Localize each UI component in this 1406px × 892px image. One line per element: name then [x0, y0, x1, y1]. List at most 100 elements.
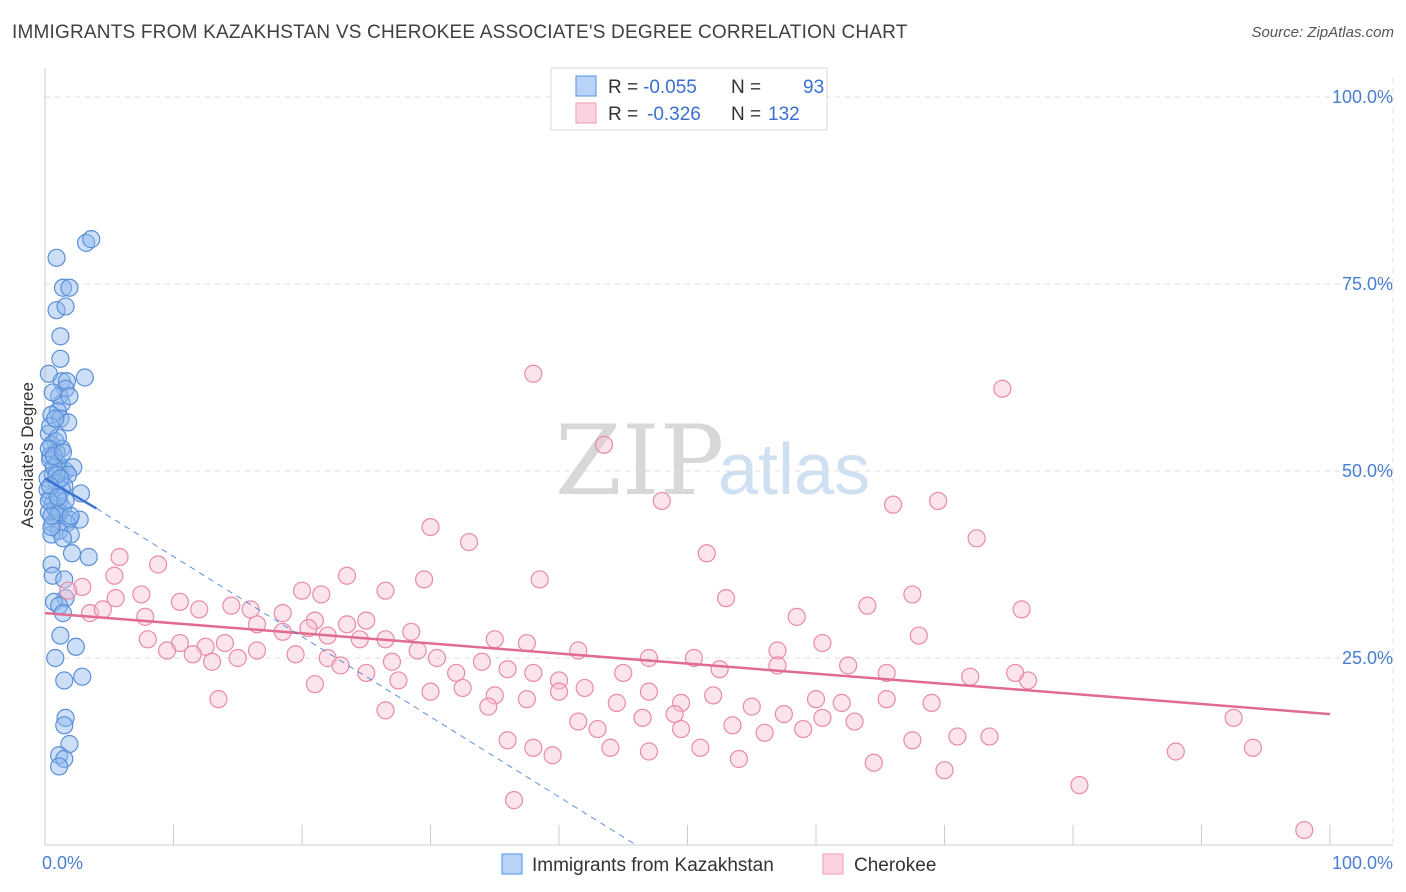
- cherokee-point: [813, 708, 832, 727]
- cherokee-point: [402, 622, 421, 641]
- cherokee-point: [222, 596, 241, 615]
- cherokee-point: [517, 690, 536, 709]
- cherokee-point: [485, 686, 504, 705]
- kazakhstan-point: [39, 491, 58, 511]
- cherokee-point: [357, 663, 376, 683]
- cherokee-point: [607, 693, 626, 712]
- cherokee-point: [376, 701, 395, 720]
- cherokee-point: [524, 663, 543, 683]
- cherokee-point: [729, 749, 749, 769]
- cherokee-point: [961, 667, 980, 686]
- cherokee-point: [228, 648, 247, 668]
- cherokee-point: [524, 738, 543, 757]
- cherokee-point: [839, 656, 858, 675]
- cherokee-point: [472, 652, 491, 671]
- cherokee-point: [414, 570, 434, 589]
- cherokee-point: [601, 738, 620, 757]
- cherokee-point: [575, 678, 594, 698]
- kazakhstan-point: [39, 424, 58, 443]
- watermark-zip: ZIP: [555, 405, 724, 517]
- kazakhstan-point: [43, 383, 62, 402]
- cherokee-point: [967, 529, 986, 548]
- cherokee-point: [1295, 820, 1314, 840]
- legend-swatch-cherokee: [575, 102, 597, 124]
- cherokee-trend-line: [44, 611, 1331, 716]
- cherokee-point: [639, 648, 659, 668]
- cherokee-point: [665, 704, 684, 724]
- cherokee-point: [614, 663, 633, 683]
- legend-n-label: N =: [731, 104, 761, 125]
- bottom-legend-label-cherokee: Cherokee: [854, 855, 936, 876]
- cherokee-point: [73, 577, 92, 597]
- cherokee-point: [504, 791, 524, 810]
- cherokee-point: [247, 641, 267, 660]
- legend-n-value: 93: [803, 77, 824, 98]
- cherokee-point: [1224, 708, 1243, 727]
- cherokee-point: [105, 566, 124, 585]
- cherokee-point: [794, 719, 813, 739]
- cherokee-point: [59, 581, 78, 600]
- y-tick-label: 75.0%: [1342, 274, 1393, 294]
- cherokee-point: [813, 633, 832, 653]
- kazakhstan-point: [51, 327, 70, 346]
- chart-source: Source: ZipAtlas.com: [1251, 24, 1394, 41]
- cherokee-point: [980, 727, 999, 746]
- kazakhstan-point: [47, 301, 66, 320]
- cherokee-point: [183, 645, 202, 664]
- cherokee-point: [704, 686, 723, 705]
- kazakhstan-point: [46, 409, 65, 428]
- cherokee-point: [421, 517, 440, 537]
- cherokee-point: [357, 611, 376, 630]
- cherokee-point: [331, 656, 350, 675]
- cherokee-point: [742, 697, 761, 716]
- watermark-atlas: atlas: [718, 430, 870, 510]
- legend-box: R = -0.055 N = 93 R = -0.326 N = 132: [550, 67, 828, 131]
- cherokee-point: [832, 693, 851, 712]
- kazakhstan-trend-dashed: [96, 507, 637, 846]
- cherokee-point: [215, 633, 234, 653]
- cherokee-point: [530, 570, 549, 589]
- chart-title: IMMIGRANTS FROM KAZAKHSTAN VS CHEROKEE A…: [12, 22, 908, 43]
- kazakhstan-point: [48, 488, 67, 507]
- kazakhstan-point: [55, 716, 74, 735]
- kazakhstan-point: [56, 708, 75, 727]
- legend-r-label: R =: [608, 104, 638, 125]
- cherokee-point: [639, 682, 659, 701]
- cherokee-point: [903, 585, 922, 604]
- kazakhstan-point: [82, 230, 101, 249]
- cherokee-point: [459, 532, 479, 552]
- cherokee-point: [909, 626, 928, 645]
- cherokee-point: [922, 693, 941, 712]
- cherokee-point: [845, 712, 864, 731]
- cherokee-point: [755, 723, 774, 742]
- cherokee-point: [710, 660, 729, 679]
- cherokee-point: [723, 716, 742, 735]
- bottom-legend: Immigrants from Kazakhstan Cherokee: [501, 853, 936, 876]
- kazakhstan-point: [62, 544, 82, 563]
- kazakhstan-point: [75, 368, 94, 387]
- cherokee-point: [549, 682, 569, 701]
- cherokee-point: [1012, 600, 1031, 619]
- kazakhstan-point: [56, 589, 75, 608]
- series-kazakhstan-points: [38, 230, 101, 776]
- cherokee-point: [421, 682, 440, 701]
- kazakhstan-point: [47, 248, 66, 267]
- bottom-legend-label-kazakhstan: Immigrants from Kazakhstan: [532, 855, 774, 876]
- cherokee-point: [935, 761, 954, 780]
- series-cherokee-points: [59, 364, 1314, 840]
- cherokee-point: [774, 704, 793, 724]
- cherokee-point: [768, 641, 787, 660]
- cherokee-point: [588, 719, 607, 739]
- cherokee-point: [498, 660, 517, 679]
- kazakhstan-point: [55, 570, 74, 589]
- cherokee-point: [639, 742, 659, 761]
- cherokee-point: [594, 435, 614, 454]
- cherokee-point: [190, 600, 209, 619]
- cherokee-point: [292, 581, 312, 600]
- kazakhstan-point: [73, 667, 92, 686]
- cherokee-point: [273, 604, 292, 623]
- cherokee-point: [376, 581, 395, 600]
- cherokee-point: [903, 731, 922, 750]
- kazakhstan-point: [43, 566, 62, 585]
- trend-lines: [44, 477, 1331, 846]
